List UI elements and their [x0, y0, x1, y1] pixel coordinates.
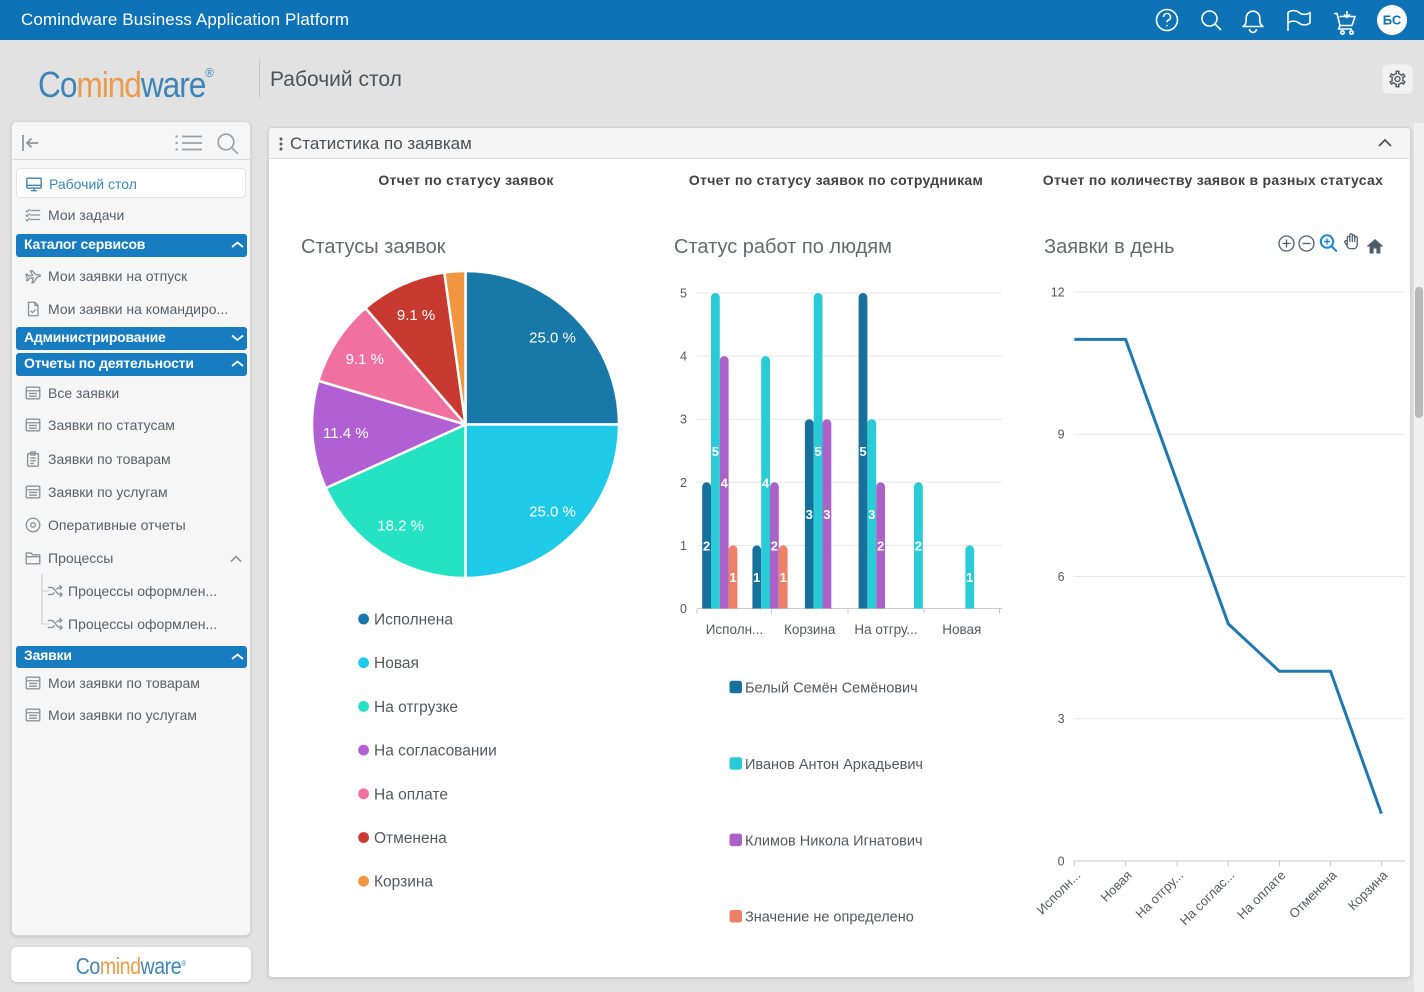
svg-text:Отчет по статусу заявок по сот: Отчет по статусу заявок по сотрудникам [689, 172, 983, 188]
svg-text:Отменена: Отменена [374, 830, 447, 847]
svg-text:1: 1 [966, 570, 973, 585]
svg-text:0: 0 [1058, 855, 1065, 869]
svg-text:Корзина: Корзина [374, 874, 433, 891]
svg-text:3: 3 [680, 413, 687, 427]
svg-text:25.0 %: 25.0 % [529, 504, 576, 521]
svg-text:1: 1 [753, 570, 760, 585]
svg-text:Исполн...: Исполн... [706, 622, 764, 637]
svg-text:1: 1 [780, 570, 787, 585]
svg-text:Исполнена: Исполнена [374, 612, 453, 629]
svg-text:На согласовании: На согласовании [374, 743, 497, 760]
svg-text:5: 5 [712, 444, 719, 459]
svg-text:6: 6 [1058, 570, 1065, 584]
svg-text:2: 2 [703, 538, 710, 553]
svg-text:9.1 %: 9.1 % [346, 351, 384, 368]
svg-text:Заявки в день: Заявки в день [1044, 236, 1175, 258]
svg-text:1: 1 [680, 539, 687, 553]
svg-text:Отчет по статусу заявок: Отчет по статусу заявок [378, 172, 554, 188]
svg-text:Статусы заявок: Статусы заявок [301, 236, 446, 258]
svg-text:Белый Семён Семёнович: Белый Семён Семёнович [745, 681, 918, 697]
svg-text:2: 2 [771, 538, 778, 553]
svg-text:2: 2 [680, 476, 687, 490]
svg-text:5: 5 [859, 444, 866, 459]
svg-text:3: 3 [1058, 712, 1065, 726]
svg-text:Иванов Антон Аркадьевич: Иванов Антон Аркадьевич [745, 757, 923, 773]
svg-text:1: 1 [729, 570, 736, 585]
svg-text:На оплате: На оплате [1234, 868, 1289, 923]
svg-text:Новая: Новая [942, 622, 981, 637]
svg-text:Новая: Новая [374, 655, 419, 672]
svg-text:2: 2 [915, 538, 922, 553]
svg-text:3: 3 [806, 507, 813, 522]
svg-text:На отгрузке: На отгрузке [374, 699, 458, 716]
svg-text:9.1 %: 9.1 % [397, 307, 435, 324]
svg-text:Статус работ по людям: Статус работ по людям [674, 236, 892, 258]
svg-text:0: 0 [680, 602, 687, 616]
svg-text:4: 4 [680, 350, 687, 364]
svg-text:Новая: Новая [1097, 868, 1134, 905]
svg-text:На отгру...: На отгру... [854, 622, 917, 637]
svg-text:9: 9 [1058, 428, 1065, 442]
svg-text:Отменена: Отменена [1286, 867, 1340, 921]
svg-text:Исполн...: Исполн... [1034, 868, 1084, 918]
svg-text:На оплате: На оплате [374, 786, 448, 803]
svg-text:Корзина: Корзина [784, 622, 836, 637]
svg-text:2: 2 [877, 538, 884, 553]
svg-text:5: 5 [814, 444, 821, 459]
svg-text:На отгру...: На отгру... [1132, 868, 1186, 922]
svg-text:Корзина: Корзина [1345, 867, 1391, 913]
svg-text:18.2 %: 18.2 % [377, 517, 424, 534]
svg-text:На соглас...: На соглас... [1177, 868, 1238, 929]
svg-text:25.0 %: 25.0 % [529, 330, 576, 347]
svg-text:БС: БС [1383, 13, 1402, 28]
svg-text:4: 4 [762, 475, 770, 490]
svg-text:11.4 %: 11.4 % [323, 425, 369, 442]
svg-text:3: 3 [823, 507, 830, 522]
svg-text:3: 3 [868, 507, 875, 522]
svg-text:Климов Никола Игнатович: Климов Никола Игнатович [745, 833, 923, 849]
svg-text:5: 5 [680, 287, 687, 301]
svg-text:12: 12 [1051, 286, 1065, 300]
svg-text:Значение не определено: Значение не определено [745, 910, 914, 926]
svg-text:Отчет по количеству заявок в р: Отчет по количеству заявок в разных стат… [1043, 172, 1383, 188]
svg-text:4: 4 [721, 475, 729, 490]
